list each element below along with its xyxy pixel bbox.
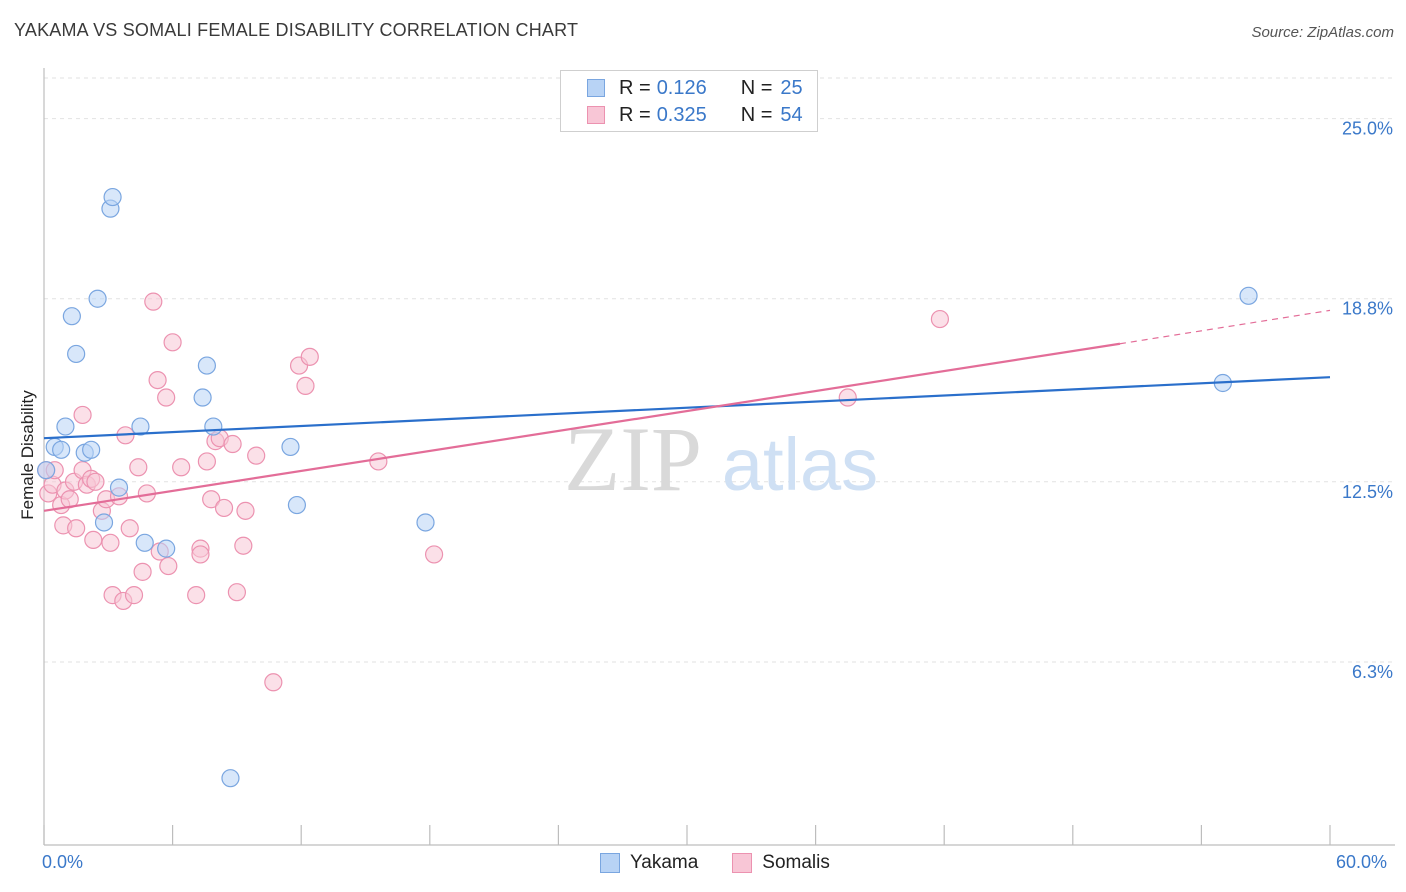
somali-point (187, 586, 206, 605)
somali-point (930, 309, 950, 329)
yakama-points (37, 187, 1258, 788)
x-tick-label-min: 0.0% (42, 852, 84, 872)
somali-point (264, 673, 283, 692)
somali-point (191, 545, 210, 564)
somali-point (838, 388, 857, 407)
somali-point (86, 472, 105, 491)
yakama-point (204, 417, 223, 436)
yakama-point (221, 769, 240, 788)
yakama-point (94, 513, 114, 532)
yakama-swatch (600, 853, 620, 873)
n-value: 54 (780, 103, 803, 126)
yakama-point (197, 356, 216, 375)
somali-point (133, 562, 152, 581)
yakama-point (88, 289, 107, 308)
somali-point (236, 501, 255, 520)
somali-point (172, 458, 191, 477)
legend-item-somalis[interactable]: Somalis (732, 852, 830, 874)
somali-point (159, 556, 178, 576)
yakama-swatch (587, 79, 605, 97)
somali-point (202, 490, 221, 509)
yakama-point (281, 437, 300, 457)
somali-swatch (587, 106, 605, 124)
y-tick-label: 12.5% (1342, 482, 1393, 502)
somali-point (163, 333, 182, 352)
legend-label-yakama: Yakama (630, 852, 699, 873)
r-label: R = (619, 76, 651, 99)
somali-point (214, 498, 234, 518)
somali-point (124, 586, 144, 605)
watermark-zip: ZIP (564, 408, 702, 510)
yakama-point (67, 344, 86, 364)
yakama-point (37, 461, 56, 480)
somali-swatch (732, 853, 753, 873)
y-tick-label: 25.0% (1342, 119, 1393, 139)
yakama-point (1239, 286, 1258, 305)
y-tick-labels: 6.3% 12.5% 18.8% 25.0% (1342, 119, 1393, 682)
yakama-point (62, 307, 81, 326)
n-label: N = (740, 103, 773, 126)
yakama-point (52, 440, 71, 459)
source-label: Source: ZipAtlas.com (1251, 24, 1394, 41)
yakama-point (416, 513, 435, 532)
yakama-trend-line (43, 376, 1331, 440)
y-tick-label: 6.3% (1352, 662, 1393, 682)
trend-lines (43, 309, 1331, 512)
somali-point (424, 545, 444, 564)
somali-point (296, 376, 315, 396)
series-legend: Yakama Somalis (600, 852, 864, 874)
somali-point (369, 452, 388, 471)
yakama-point (131, 417, 150, 436)
somali-trend-line (43, 342, 1121, 512)
legend-label-somalis: Somalis (762, 852, 830, 873)
legend-item-yakama[interactable]: Yakama (600, 852, 698, 874)
somali-point (84, 530, 103, 550)
somali-point (223, 434, 242, 454)
somali-point (101, 533, 120, 552)
somali-point (148, 370, 167, 390)
n-label: N = (740, 76, 773, 99)
x-tick-label-max: 60.0% (1336, 852, 1388, 872)
yakama-point (287, 495, 307, 515)
yakama-point (109, 478, 129, 497)
r-value: 0.126 (656, 76, 707, 99)
watermark-atlas: atlas (722, 423, 878, 506)
somali-point (144, 292, 163, 311)
somali-point (129, 458, 148, 477)
legend-row-somalis: R = 0.325 N = 54 (587, 102, 803, 128)
yakama-point (82, 440, 101, 459)
somali-trend-extension (1119, 309, 1331, 345)
r-label: R = (619, 103, 651, 126)
yakama-point (103, 187, 122, 207)
y-tick-label: 18.8% (1342, 299, 1393, 319)
somali-point (227, 583, 246, 602)
r-value: 0.325 (656, 103, 707, 126)
correlation-legend: R = 0.126 N = 25 R = 0.325 N = 54 (560, 70, 818, 132)
somali-point (247, 446, 266, 465)
somali-point (67, 519, 86, 538)
n-value: 25 (780, 76, 803, 99)
yakama-point (157, 539, 176, 558)
yakama-point (135, 533, 154, 552)
somali-point (300, 347, 319, 366)
chart-title: YAKAMA VS SOMALI FEMALE DISABILITY CORRE… (14, 20, 579, 40)
legend-row-yakama: R = 0.126 N = 25 (587, 75, 803, 101)
somali-point (73, 405, 92, 425)
gridlines (44, 77, 1395, 663)
somali-point (157, 388, 176, 407)
axes (43, 68, 1395, 846)
somali-point (197, 452, 216, 471)
watermark: ZIP atlas (564, 408, 878, 510)
yakama-point (56, 417, 75, 436)
somali-point (234, 536, 253, 555)
somali-point (120, 519, 139, 538)
yakama-point (193, 388, 212, 407)
